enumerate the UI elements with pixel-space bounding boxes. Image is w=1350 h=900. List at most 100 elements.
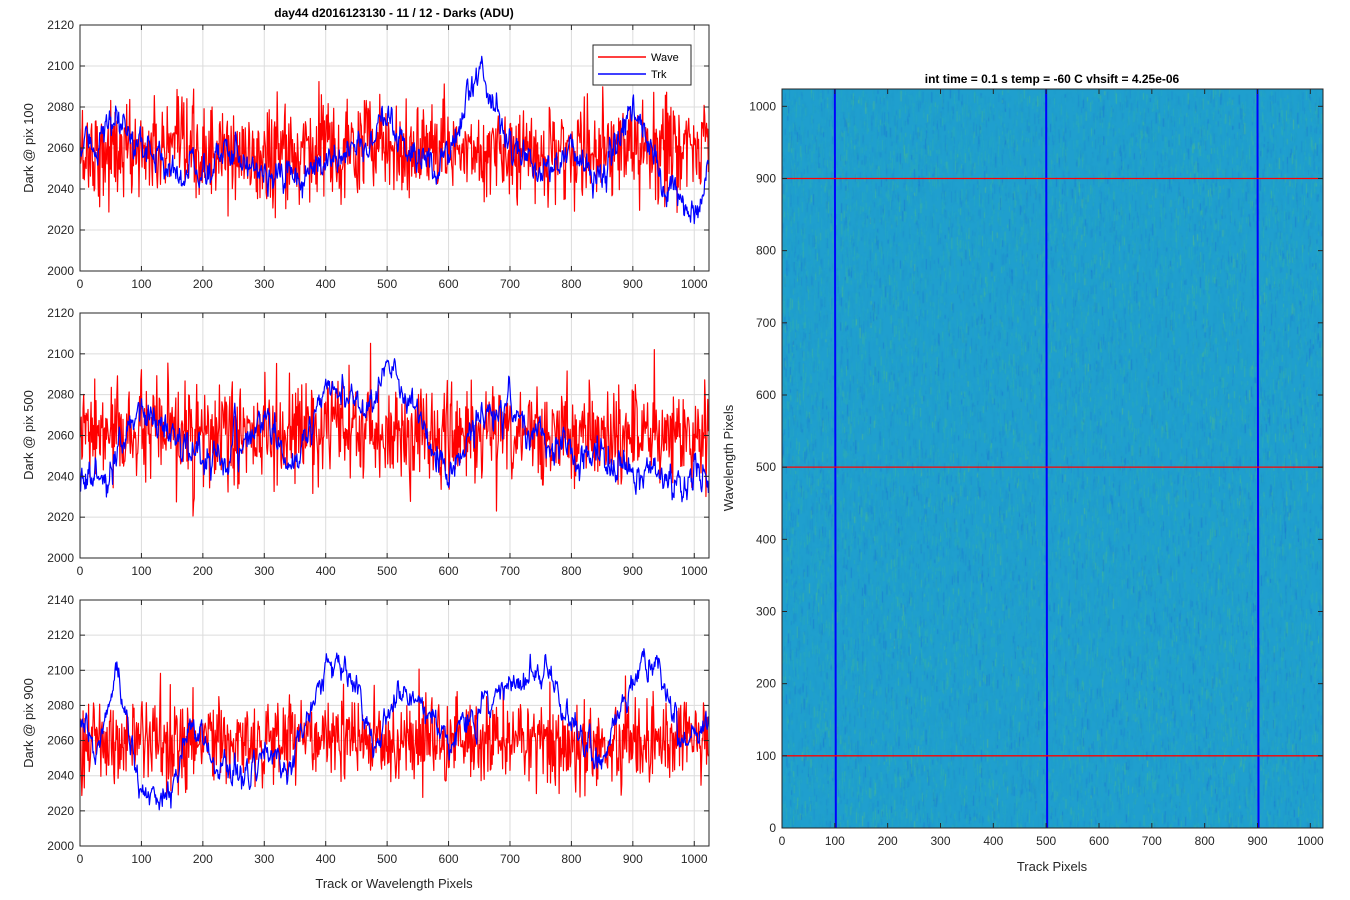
x-tick-label: 500 <box>377 564 397 578</box>
y-ticks: 2000 2020 2040 2060 2080 2100 2120 <box>47 18 709 278</box>
legend-box <box>592 44 692 86</box>
y-tick-label: 2080 <box>47 100 74 114</box>
series-lines <box>80 55 709 225</box>
x-tick-label: 700 <box>1142 834 1162 848</box>
marker-column-line <box>1256 88 1260 829</box>
y-tick-label: 2000 <box>47 264 74 278</box>
x-tick-label: 600 <box>439 564 459 578</box>
y-tick-label: 900 <box>756 171 776 185</box>
series-lines <box>80 342 709 517</box>
x-tick-label: 100 <box>825 834 845 848</box>
y-tick-label: 300 <box>756 604 776 618</box>
y-axis-label: Dark @ pix 900 <box>21 678 36 768</box>
x-tick-label: 900 <box>623 277 643 291</box>
x-tick-label: 900 <box>623 564 643 578</box>
y-tick-label: 2120 <box>47 628 74 642</box>
y-tick-label: 2060 <box>47 734 74 748</box>
y-tick-label: 2040 <box>47 182 74 196</box>
plot-title: day44 d2016123130 - 11 / 12 - Darks (ADU… <box>274 6 513 20</box>
x-tick-label: 300 <box>254 852 274 866</box>
x-axis-label: Track or Wavelength Pixels <box>315 876 473 891</box>
y-tick-label: 2000 <box>47 551 74 565</box>
y-tick-label: 0 <box>769 821 776 835</box>
x-ticks: 0 100 200 300 400 500 600 700 800 900 1000 <box>77 313 708 578</box>
x-ticks: 0 100 200 300 400 500 600 700 800 900 1000 <box>779 89 1324 848</box>
x-axis-label: Track Pixels <box>1017 859 1088 874</box>
y-tick-label: 500 <box>756 460 776 474</box>
x-tick-label: 200 <box>193 277 213 291</box>
marker-column-line <box>833 88 837 829</box>
x-tick-label: 100 <box>131 564 151 578</box>
x-tick-label: 200 <box>193 564 213 578</box>
x-tick-label: 800 <box>561 564 581 578</box>
line-plot-pix-100: 0 100 200 300 400 500 600 700 800 900 1000 2000 202… <box>21 6 710 291</box>
y-tick-label: 2100 <box>47 59 74 73</box>
y-tick-label: 2040 <box>47 469 74 483</box>
x-tick-label: 400 <box>983 834 1003 848</box>
x-tick-label: 400 <box>316 564 336 578</box>
heatmap-image <box>782 89 1323 828</box>
line-plot-pix-900: 0 100 200 300 400 500 600 700 800 900 1000 2000 202… <box>21 593 710 891</box>
x-tick-label: 500 <box>377 277 397 291</box>
axes-box <box>79 599 710 847</box>
x-tick-label: 700 <box>500 564 520 578</box>
y-tick-label: 1000 <box>749 99 776 113</box>
y-tick-label: 2080 <box>47 698 74 712</box>
y-tick-label: 200 <box>756 677 776 691</box>
y-tick-label: 800 <box>756 244 776 258</box>
series-lines <box>80 648 709 811</box>
x-tick-label: 200 <box>878 834 898 848</box>
axes-box <box>781 88 1324 829</box>
x-tick-label: 800 <box>1195 834 1215 848</box>
y-tick-label: 2060 <box>47 429 74 443</box>
heatmap-panel: 0 100 200 300 400 500 600 700 800 900 1000 0 100 200… <box>721 72 1324 874</box>
y-tick-label: 2060 <box>47 141 74 155</box>
x-tick-label: 300 <box>254 277 274 291</box>
x-tick-label: 600 <box>1089 834 1109 848</box>
x-tick-label: 700 <box>500 277 520 291</box>
x-tick-label: 1000 <box>681 277 708 291</box>
y-tick-label: 600 <box>756 388 776 402</box>
x-tick-label: 400 <box>316 277 336 291</box>
x-tick-label: 800 <box>561 277 581 291</box>
x-tick-label: 700 <box>500 852 520 866</box>
x-tick-label: 500 <box>1036 834 1056 848</box>
y-tick-label: 2120 <box>47 18 74 32</box>
y-axis-label: Wavelength Pixels <box>721 404 736 511</box>
legend: Wave Trk <box>592 44 692 86</box>
x-tick-label: 1000 <box>1297 834 1324 848</box>
y-tick-label: 2020 <box>47 223 74 237</box>
y-tick-label: 2140 <box>47 593 74 607</box>
x-tick-label: 1000 <box>681 852 708 866</box>
x-tick-label: 0 <box>77 852 84 866</box>
x-tick-label: 500 <box>377 852 397 866</box>
x-tick-label: 800 <box>561 852 581 866</box>
y-ticks: 2000 2020 2040 2060 2080 2100 2120 2140 <box>47 593 709 853</box>
x-tick-label: 400 <box>316 852 336 866</box>
x-tick-label: 1000 <box>681 564 708 578</box>
line-plot-pix-500: 0 100 200 300 400 500 600 700 800 900 1000 2000 202… <box>21 306 710 578</box>
y-tick-label: 2100 <box>47 347 74 361</box>
heatmap-marker-lines <box>782 88 1323 829</box>
series-trk-line <box>80 55 709 225</box>
legend-wave-label: Wave <box>651 52 679 64</box>
series-wave-line <box>80 342 709 517</box>
heatmap-title: int time = 0.1 s temp = -60 C vhsift = 4… <box>925 72 1180 86</box>
x-tick-label: 300 <box>254 564 274 578</box>
x-tick-label: 900 <box>623 852 643 866</box>
y-tick-label: 2100 <box>47 663 74 677</box>
y-tick-label: 100 <box>756 749 776 763</box>
marker-column-line <box>1045 88 1049 829</box>
x-tick-label: 200 <box>193 852 213 866</box>
y-tick-label: 2020 <box>47 510 74 524</box>
y-tick-label: 2040 <box>47 769 74 783</box>
y-axis-label: Dark @ pix 100 <box>21 103 36 193</box>
y-axis-label: Dark @ pix 500 <box>21 390 36 480</box>
series-trk-line <box>80 358 709 503</box>
x-tick-label: 0 <box>779 834 786 848</box>
x-tick-label: 600 <box>439 277 459 291</box>
plot-background <box>80 600 709 846</box>
y-tick-label: 400 <box>756 532 776 546</box>
series-wave-line <box>80 668 709 798</box>
